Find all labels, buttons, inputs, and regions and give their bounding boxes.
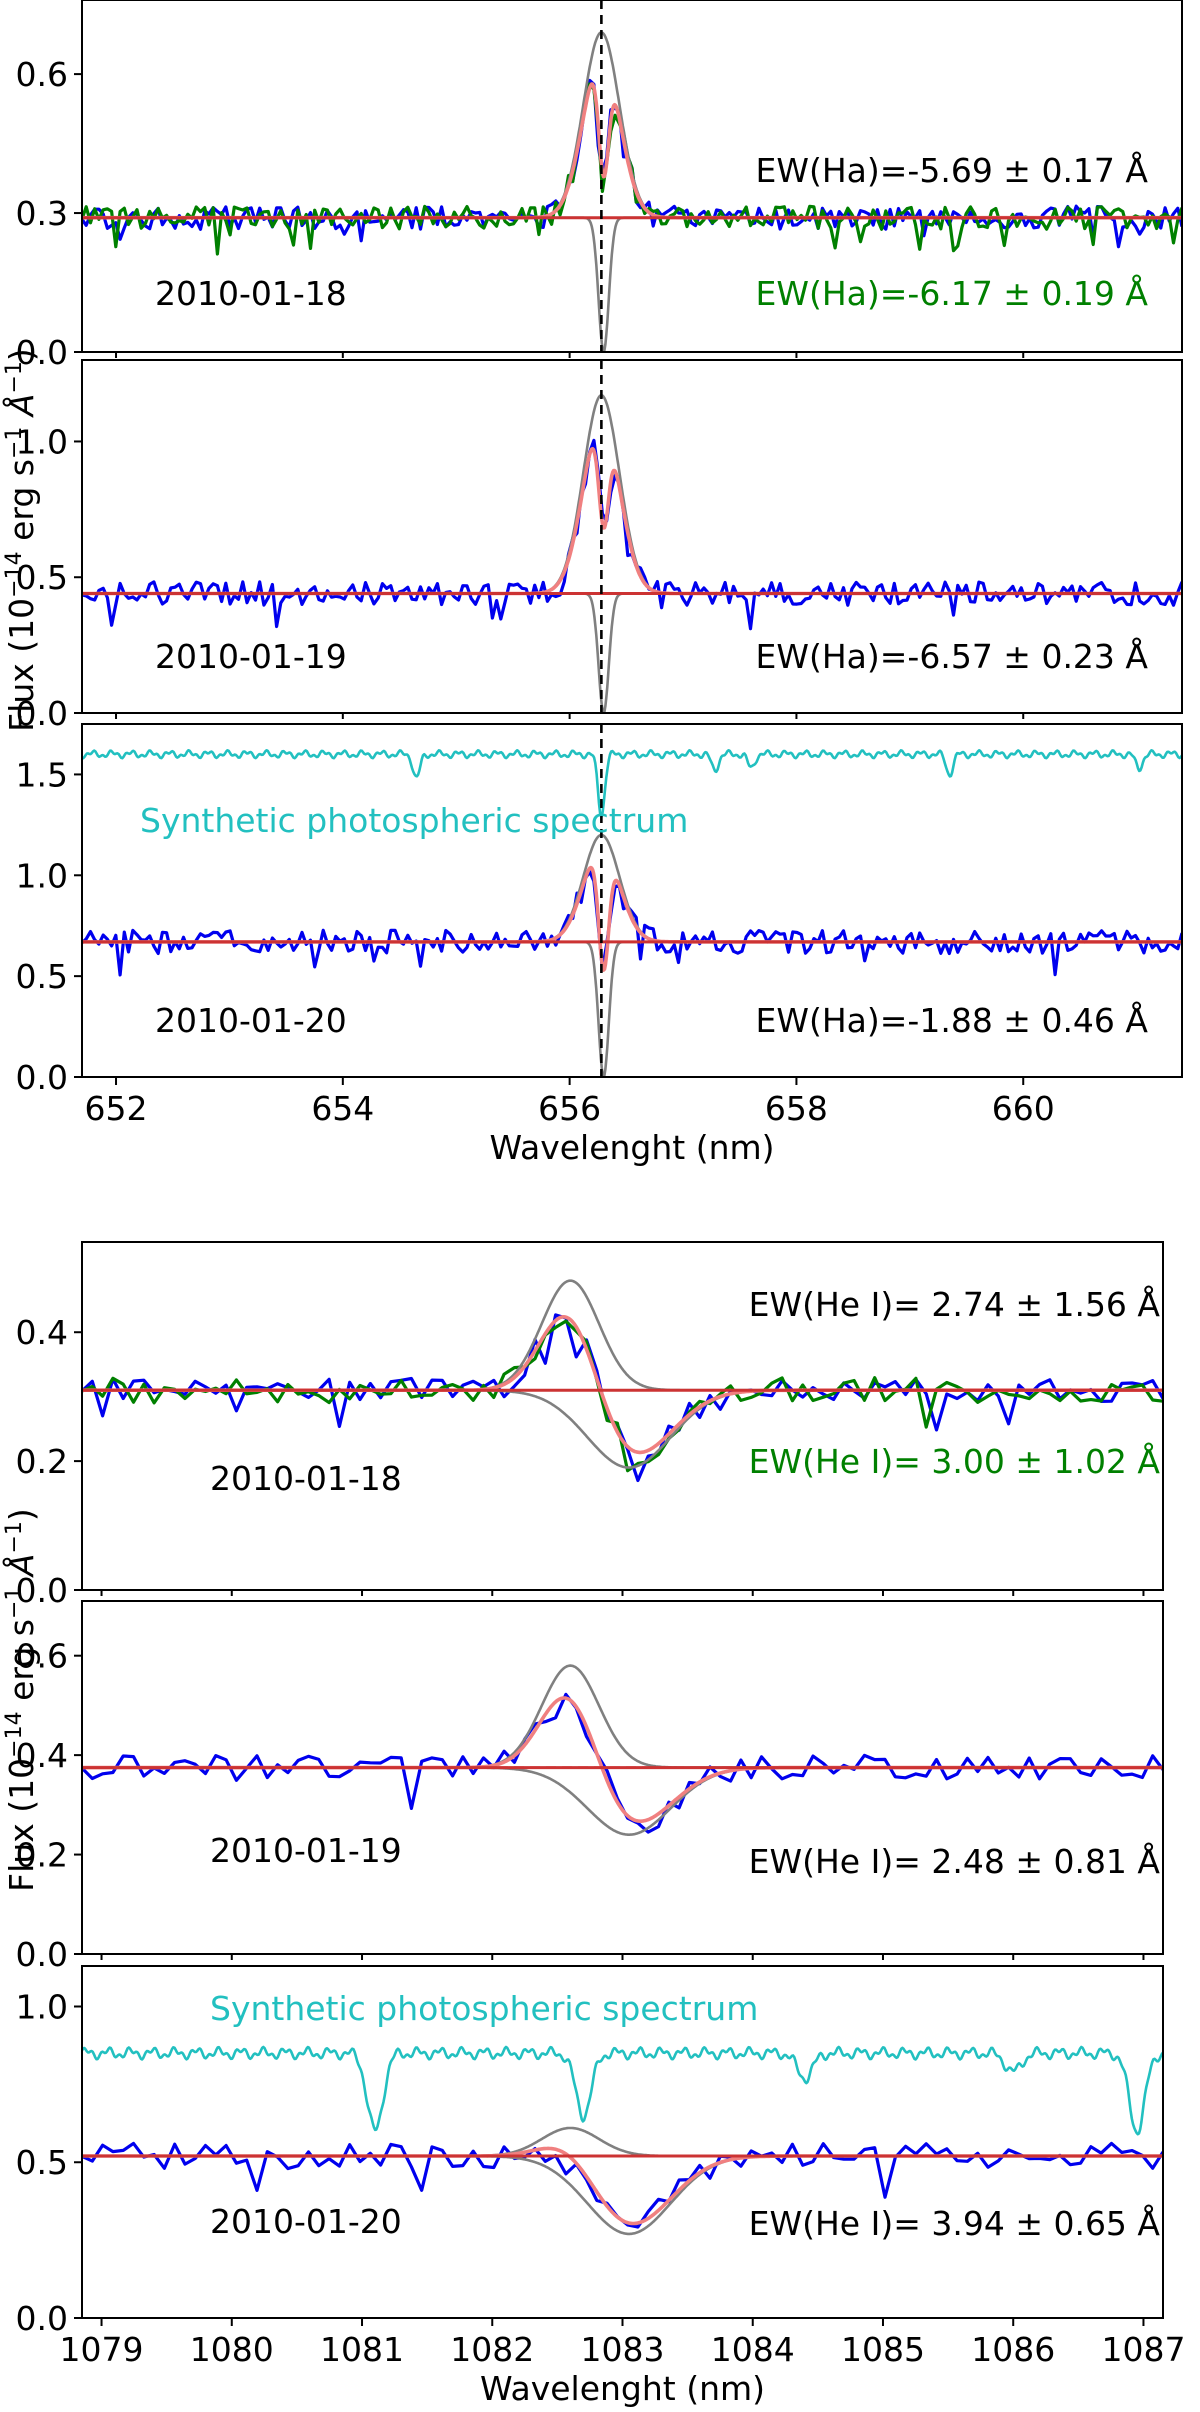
y-tick-label: 0.0 <box>16 1935 68 1974</box>
y-tick-label: 0.3 <box>16 194 68 233</box>
ew-annotation-second: EW(He I)= 3.00 ± 1.02 Å <box>749 1441 1161 1481</box>
x-tick-label: 1087 <box>1101 2330 1185 2369</box>
x-tick-label: 656 <box>538 1089 601 1128</box>
ew-annotation-second: EW(Ha)=-6.17 ± 0.19 Å <box>756 273 1149 313</box>
x-tick-label: 1079 <box>60 2330 144 2369</box>
y-tick-label: 0.4 <box>16 1313 68 1352</box>
y-tick-label: 0.0 <box>16 333 68 372</box>
observed-spectrum-line <box>82 1313 1163 1483</box>
plot-area <box>82 749 1182 1077</box>
ew-annotation: EW(He I)= 3.94 ± 0.65 Å <box>749 2203 1161 2243</box>
x-tick-label: 654 <box>311 1089 374 1128</box>
y-tick-label: 1.0 <box>16 1987 68 2026</box>
axes-frame <box>81 0 1183 353</box>
panel-halpha-1: 0.0 0.3 0.6 2010-01-18 EW(Ha)=-5.69 ± 0.17 Å… <box>16 0 1183 372</box>
x-tick-label: 652 <box>85 1089 148 1128</box>
panel-halpha-3: 0.0 0.5 1.0 1.5 652 654 656 658 660 Wavelenght (n… <box>16 723 1183 1167</box>
x-tick-label: 1085 <box>841 2330 925 2369</box>
y-tick-label: 0.6 <box>16 1637 68 1676</box>
panel-halpha-2: 0.0 0.5 1.0 2010-01-19 EW(Ha)=-6.57 ± 0.23 Å <box>16 359 1183 733</box>
plot-area <box>82 31 1182 352</box>
y-tick-label: 1.5 <box>16 755 68 794</box>
y-tick-label: 0.0 <box>16 2299 68 2338</box>
y-tick-label: 0.5 <box>16 2143 68 2182</box>
date-label: 2010-01-20 <box>210 2202 402 2241</box>
plot-area <box>82 2045 1163 2236</box>
ew-annotation: EW(Ha)=-1.88 ± 0.46 Å <box>756 1000 1149 1040</box>
ylabel-halpha: Flux (10−14 erg s−1 Å−1) <box>1 348 41 732</box>
y-tick-label: 0.2 <box>16 1836 68 1875</box>
x-axis-title: Wavelenght (nm) <box>489 1128 774 1167</box>
y-tick-label: 0.6 <box>16 55 68 94</box>
y-tick-label: 0.5 <box>16 558 68 597</box>
date-label: 2010-01-18 <box>155 274 347 313</box>
y-tick-label: 1.0 <box>16 856 68 895</box>
plot-area <box>82 1664 1163 1836</box>
panel-hei-1: 0.0 0.2 0.4 2010-01-18 EW(He I)= 2.74 ± 1.56… <box>16 1241 1164 1610</box>
synthetic-spectrum-label: Synthetic photospheric spectrum <box>140 801 688 840</box>
y-tick-label: 0.4 <box>16 1736 68 1775</box>
ylabel-hei: Flux (10−14 erg s−1 Å−1) <box>1 1508 41 1892</box>
ew-annotation: EW(Ha)=-5.69 ± 0.17 Å <box>756 150 1149 190</box>
y-tick-label: 1.0 <box>16 422 68 461</box>
y-tick-label: 0.5 <box>16 957 68 996</box>
synthetic-spectrum-line <box>82 749 1182 819</box>
ew-annotation: EW(He I)= 2.48 ± 0.81 Å <box>749 1841 1161 1881</box>
plot-area <box>82 1279 1163 1483</box>
date-label: 2010-01-19 <box>155 637 347 676</box>
y-tick-label: 0.2 <box>16 1442 68 1481</box>
x-tick-label: 1081 <box>320 2330 404 2369</box>
y-tick-label: 0.0 <box>16 1058 68 1097</box>
x-tick-label: 1082 <box>450 2330 534 2369</box>
y-tick-label: 0.0 <box>16 694 68 733</box>
date-label: 2010-01-20 <box>155 1001 347 1040</box>
axes-frame <box>81 359 1183 714</box>
synthetic-spectrum-label: Synthetic photospheric spectrum <box>210 1989 758 2028</box>
x-tick-label: 1080 <box>190 2330 274 2369</box>
panel-hei-3: 0.0 0.5 1.0 1079 1080 1081 1082 1083 1084 1085 108… <box>16 1965 1185 2408</box>
y-tick-label: 0.0 <box>16 1571 68 1610</box>
x-tick-label: 1083 <box>581 2330 665 2369</box>
panel-hei-2: 0.0 0.2 0.4 0.6 2010-01-19 EW(He I)= 2.48 ± 0… <box>16 1600 1164 1974</box>
date-label: 2010-01-18 <box>210 1459 402 1498</box>
x-axis-title: Wavelenght (nm) <box>480 2369 765 2408</box>
synthetic-spectrum-line <box>82 2045 1163 2136</box>
axes-frame <box>81 723 1183 1078</box>
x-tick-label: 658 <box>765 1089 828 1128</box>
x-tick-label: 1084 <box>711 2330 795 2369</box>
plots-layer: 0.0 0.3 0.6 2010-01-18 EW(Ha)=-5.69 ± 0.17 Å… <box>16 0 1185 2408</box>
ew-annotation: EW(He I)= 2.74 ± 1.56 Å <box>749 1284 1161 1324</box>
plot-area <box>82 394 1182 713</box>
date-label: 2010-01-19 <box>210 1831 402 1870</box>
x-tick-label: 1086 <box>971 2330 1055 2369</box>
x-tick-label: 660 <box>992 1089 1055 1128</box>
ew-annotation: EW(Ha)=-6.57 ± 0.23 Å <box>756 636 1149 676</box>
